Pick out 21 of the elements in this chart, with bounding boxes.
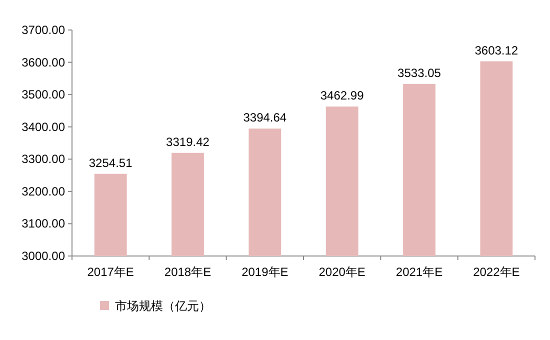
data-label: 3394.64 (243, 110, 287, 125)
x-tick-label: 2022年E (473, 265, 520, 279)
y-tick-label: 3700.00 (22, 23, 66, 37)
legend-label: 市场规模（亿元） (115, 299, 211, 313)
y-tick-label: 3600.00 (22, 55, 66, 70)
y-tick-label: 3200.00 (22, 184, 66, 198)
data-label: 3254.51 (88, 156, 133, 170)
x-tick-label: 2017年E (87, 265, 134, 279)
x-tick-label: 2018年E (164, 265, 212, 279)
x-tick-label: 2020年E (318, 265, 366, 279)
y-tick-label: 3300.00 (22, 152, 66, 166)
data-label: 3603.12 (474, 43, 518, 58)
data-label: 3319.42 (166, 134, 210, 149)
x-tick-label: 2019年E (242, 265, 288, 279)
data-label: 3533.05 (398, 66, 442, 80)
y-tick-label: 3500.00 (22, 88, 66, 102)
y-tick-label: 3400.00 (22, 120, 66, 134)
data-label: 3462.99 (320, 88, 364, 103)
y-tick-label: 3000.00 (22, 249, 66, 263)
x-tick-label: 2021年E (396, 265, 443, 279)
y-tick-label: 3100.00 (22, 216, 66, 231)
